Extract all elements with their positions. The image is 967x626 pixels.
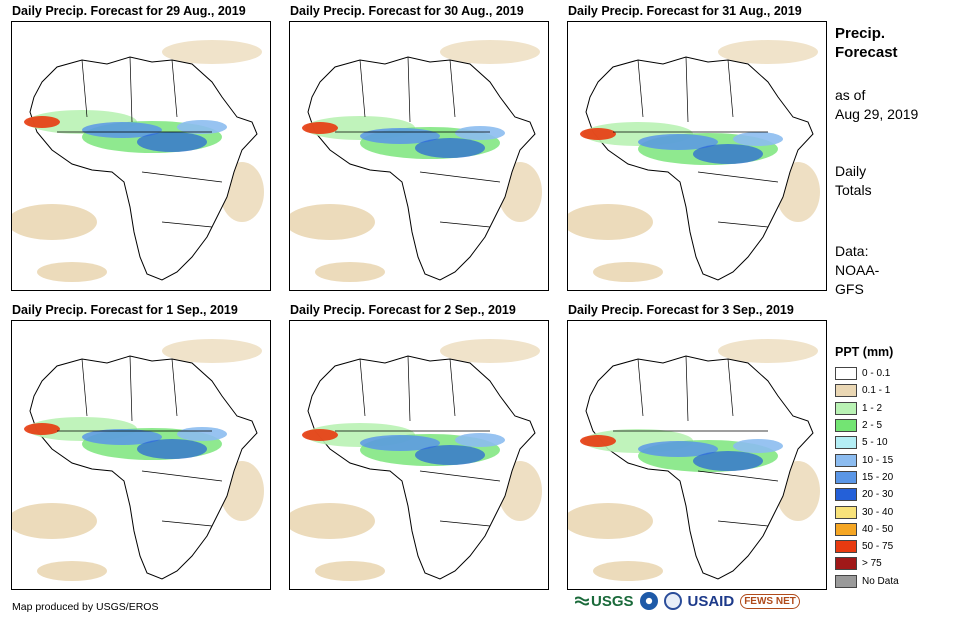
map-credit: Map produced by USGS/EROS xyxy=(12,601,159,613)
legend-swatch xyxy=(835,384,857,398)
daily-totals: Daily Totals xyxy=(835,162,872,200)
ppt-legend: PPT (mm) 0 - 0.1 0.1 - 1 1 - 2 2 - 5 5 - 10 1… xyxy=(835,345,899,590)
legend-row: 50 - 75 xyxy=(835,538,899,555)
legend-swatch xyxy=(835,470,857,484)
as-of-label: as of xyxy=(835,87,866,103)
legend-swatch xyxy=(835,453,857,467)
legend-row: 2 - 5 xyxy=(835,417,899,434)
legend-row: 1 - 2 xyxy=(835,400,899,417)
legend-row: No Data xyxy=(835,573,899,590)
legend-row: 30 - 40 xyxy=(835,503,899,520)
legend-label: 10 - 15 xyxy=(862,454,894,466)
logo-bar: USGS USAID FEWS NET xyxy=(575,592,800,610)
noaa-logo-icon xyxy=(639,592,658,610)
panel-title-1: Daily Precip. Forecast for 29 Aug., 2019 xyxy=(12,4,246,18)
legend-title: PPT (mm) xyxy=(835,345,894,359)
data-source-line2: NOAA- xyxy=(835,262,880,278)
legend-swatch xyxy=(835,367,857,381)
legend-swatch xyxy=(835,540,857,554)
as-of-date: as of Aug 29, 2019 xyxy=(835,86,918,124)
legend-row: 40 - 50 xyxy=(835,521,899,538)
legend-label: 0.1 - 1 xyxy=(862,385,891,397)
legend-swatch xyxy=(835,557,857,571)
usgs-wave-icon xyxy=(575,596,589,606)
forecast-map-1 xyxy=(11,21,271,291)
panel-title-3: Daily Precip. Forecast for 31 Aug., 2019 xyxy=(568,4,802,18)
data-source-line3: GFS xyxy=(835,281,864,297)
legend-row: 0.1 - 1 xyxy=(835,382,899,399)
legend-label: 15 - 20 xyxy=(862,471,894,483)
legend-row: 20 - 30 xyxy=(835,486,899,503)
legend-label: 30 - 40 xyxy=(862,506,894,518)
forecast-map-3 xyxy=(567,21,827,291)
legend-label: 1 - 2 xyxy=(862,402,883,414)
legend-label: 2 - 5 xyxy=(862,420,883,432)
side-title-line1: Precip. xyxy=(835,25,886,42)
legend-row: 5 - 10 xyxy=(835,434,899,451)
legend-row: > 75 xyxy=(835,555,899,572)
panel-title-6: Daily Precip. Forecast for 3 Sep., 2019 xyxy=(568,303,794,317)
fews-net-logo: FEWS NET xyxy=(740,593,800,609)
forecast-map-5 xyxy=(289,320,549,590)
legend-label: No Data xyxy=(862,575,899,587)
data-source-line1: Data: xyxy=(835,243,869,259)
legend-swatch xyxy=(835,505,857,519)
legend-label: 50 - 75 xyxy=(862,541,894,553)
legend-label: > 75 xyxy=(862,558,882,570)
legend-swatch xyxy=(835,488,857,502)
as-of-value: Aug 29, 2019 xyxy=(835,106,919,122)
legend-swatch xyxy=(835,522,857,536)
panel-title-5: Daily Precip. Forecast for 2 Sep., 2019 xyxy=(290,303,516,317)
legend-swatch xyxy=(835,436,857,450)
forecast-map-6 xyxy=(567,320,827,590)
legend-row: 10 - 15 xyxy=(835,451,899,468)
panel-title-2: Daily Precip. Forecast for 30 Aug., 2019 xyxy=(290,4,524,18)
usgs-logo-text: USGS xyxy=(591,592,634,610)
legend-swatch xyxy=(835,419,857,433)
nasa-logo-icon xyxy=(663,592,682,610)
panel-title-4: Daily Precip. Forecast for 1 Sep., 2019 xyxy=(12,303,238,317)
side-title-line2: Forecast xyxy=(835,44,898,61)
usgs-logo: USGS xyxy=(575,593,634,610)
legend-label: 20 - 30 xyxy=(862,489,894,501)
legend-row: 15 - 20 xyxy=(835,469,899,486)
legend-swatch xyxy=(835,574,857,588)
legend-swatch xyxy=(835,401,857,415)
side-title: Precip. Forecast xyxy=(835,24,898,62)
legend-row: 0 - 0.1 xyxy=(835,365,899,382)
daily-totals-line2: Totals xyxy=(835,182,872,198)
legend-label: 40 - 50 xyxy=(862,523,894,535)
legend-label: 0 - 0.1 xyxy=(862,368,891,380)
usaid-logo: USAID xyxy=(687,592,735,610)
legend-label: 5 - 10 xyxy=(862,437,888,449)
data-source: Data: NOAA- GFS xyxy=(835,242,879,299)
forecast-map-2 xyxy=(289,21,549,291)
daily-totals-line1: Daily xyxy=(835,163,867,179)
forecast-map-4 xyxy=(11,320,271,590)
